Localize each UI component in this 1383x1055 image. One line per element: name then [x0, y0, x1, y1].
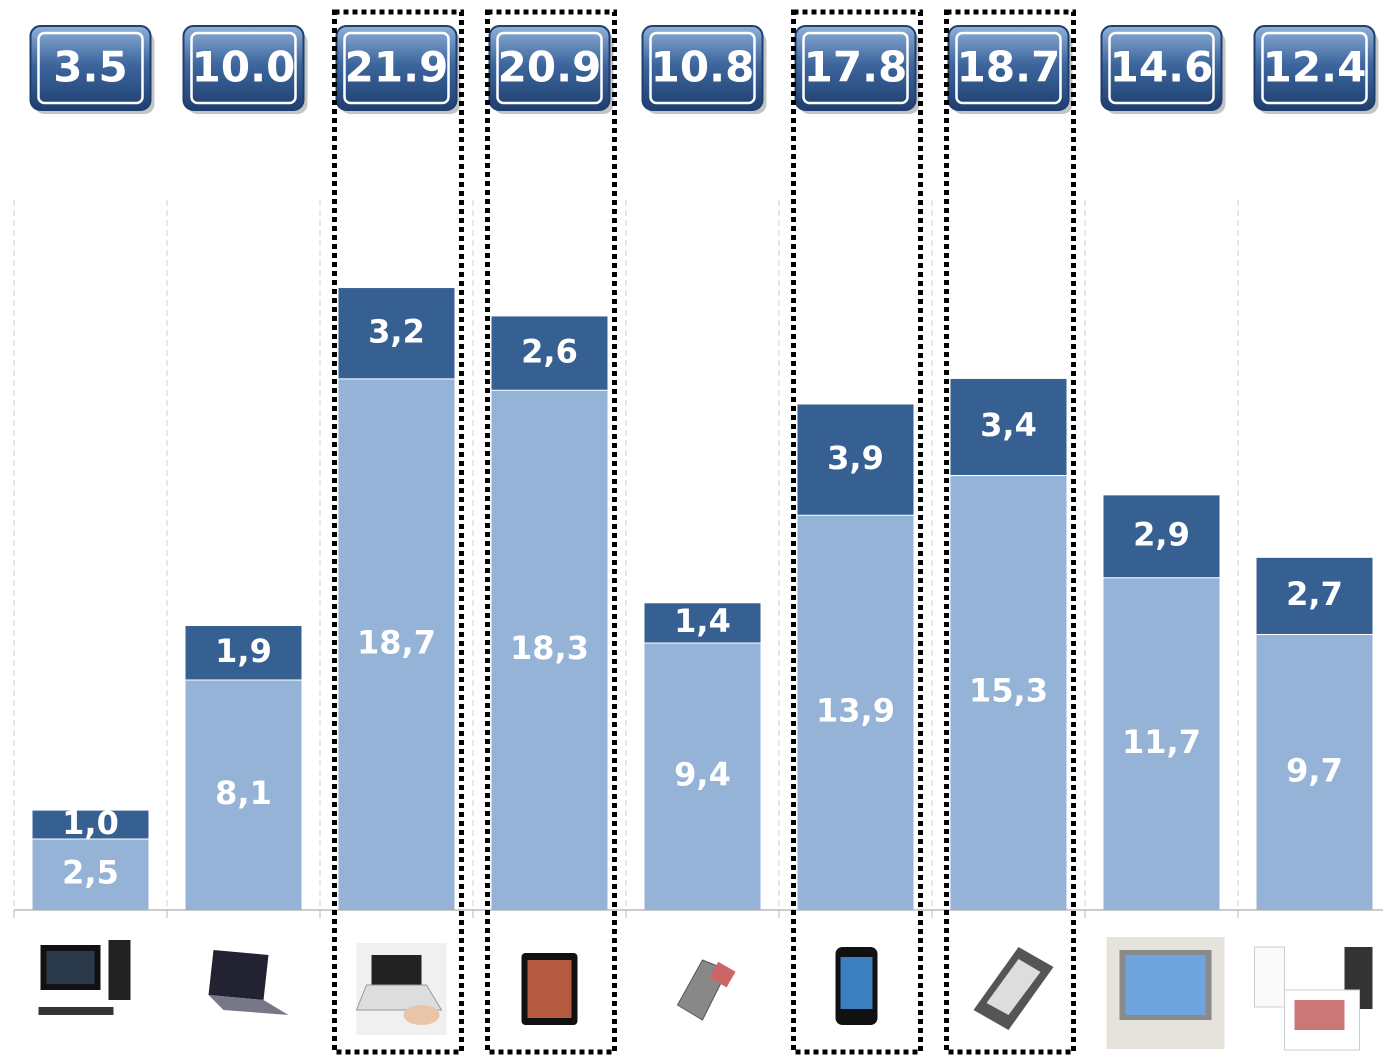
data-label: 9,7 [1286, 751, 1343, 789]
icon-part [39, 1007, 114, 1015]
total-label: 18.7 [957, 43, 1061, 92]
icon-part [528, 960, 572, 1018]
icon-part [1295, 1000, 1345, 1030]
total-label: 10.0 [192, 43, 296, 92]
total-label: 3.5 [53, 43, 127, 92]
device-icon [836, 947, 878, 1025]
data-label: 3,9 [827, 439, 884, 477]
data-label: 18,7 [357, 623, 436, 661]
data-label: 3,2 [368, 312, 425, 350]
data-label: 15,3 [969, 672, 1048, 710]
device-icon [1107, 937, 1225, 1049]
total-label: 14.6 [1110, 43, 1214, 92]
device-icon [1255, 947, 1373, 1050]
data-label: 8,1 [215, 774, 272, 812]
total-label: 12.4 [1263, 43, 1367, 92]
total-label: 20.9 [498, 43, 602, 92]
data-label: 1,9 [215, 632, 272, 670]
data-label: 11,7 [1122, 723, 1201, 761]
data-label: 2,9 [1133, 516, 1190, 554]
icon-part [841, 957, 873, 1009]
device-icon [209, 950, 289, 1015]
icon-part [1255, 947, 1285, 1007]
device-icon [974, 947, 1054, 1030]
data-label: 9,4 [674, 756, 731, 794]
data-label: 3,4 [980, 406, 1037, 444]
device-icon [522, 953, 578, 1025]
data-label: 2,5 [62, 854, 119, 892]
device-icon [678, 960, 736, 1020]
icon-part [109, 940, 131, 1000]
data-label: 1,4 [674, 602, 731, 640]
icon-part [1126, 955, 1206, 1015]
data-label: 2,6 [521, 332, 578, 370]
device-icon [39, 940, 131, 1015]
chart: 2,5 1,0 3.5 8,1 1,9 10.0 18,7 3,2 21.9 18,3 2,6 20.… [0, 0, 1383, 1055]
total-label: 10.8 [651, 43, 755, 92]
data-label: 1,0 [62, 804, 119, 842]
icon-part [404, 1005, 440, 1025]
total-label: 17.8 [804, 43, 908, 92]
device-icon [357, 943, 447, 1035]
data-label: 18,3 [510, 629, 589, 667]
icon-part [372, 955, 422, 985]
data-label: 2,7 [1286, 575, 1343, 613]
total-label: 21.9 [345, 43, 449, 92]
icon-part [47, 951, 95, 984]
data-label: 13,9 [816, 692, 895, 730]
icon-part [209, 950, 269, 1000]
